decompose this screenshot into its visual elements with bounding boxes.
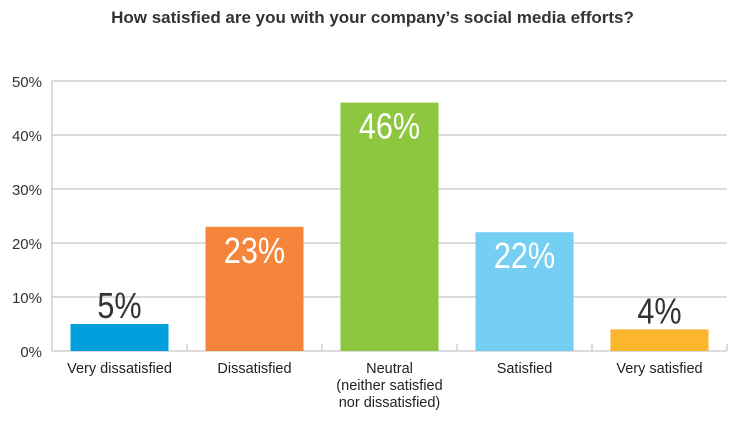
bar bbox=[475, 232, 574, 351]
x-category-label: Satisfied bbox=[497, 361, 553, 377]
bar bbox=[70, 324, 169, 351]
data-label: 46% bbox=[359, 107, 420, 147]
data-label: 22% bbox=[494, 237, 555, 277]
data-label: 23% bbox=[224, 232, 285, 272]
data-label: 4% bbox=[637, 292, 681, 332]
data-label: 5% bbox=[97, 287, 141, 327]
y-tick-label: 50% bbox=[12, 74, 42, 91]
y-tick-label: 40% bbox=[12, 128, 42, 145]
bar bbox=[205, 226, 304, 351]
x-category-label: Neutral bbox=[366, 361, 413, 377]
x-category-label: Very dissatisfied bbox=[67, 361, 172, 377]
y-tick-label: 30% bbox=[12, 182, 42, 199]
bar bbox=[610, 329, 709, 351]
bar bbox=[340, 102, 439, 351]
x-category-label: Dissatisfied bbox=[217, 361, 291, 377]
x-category-label: (neither satisfied bbox=[336, 378, 442, 394]
x-category-label: nor dissatisfied) bbox=[339, 395, 441, 411]
y-tick-label: 20% bbox=[12, 236, 42, 253]
x-category-label: Very satisfied bbox=[616, 361, 702, 377]
y-tick-label: 10% bbox=[12, 290, 42, 307]
y-tick-label: 0% bbox=[20, 344, 42, 361]
chart-title: How satisfied are you with your company’… bbox=[111, 8, 634, 27]
